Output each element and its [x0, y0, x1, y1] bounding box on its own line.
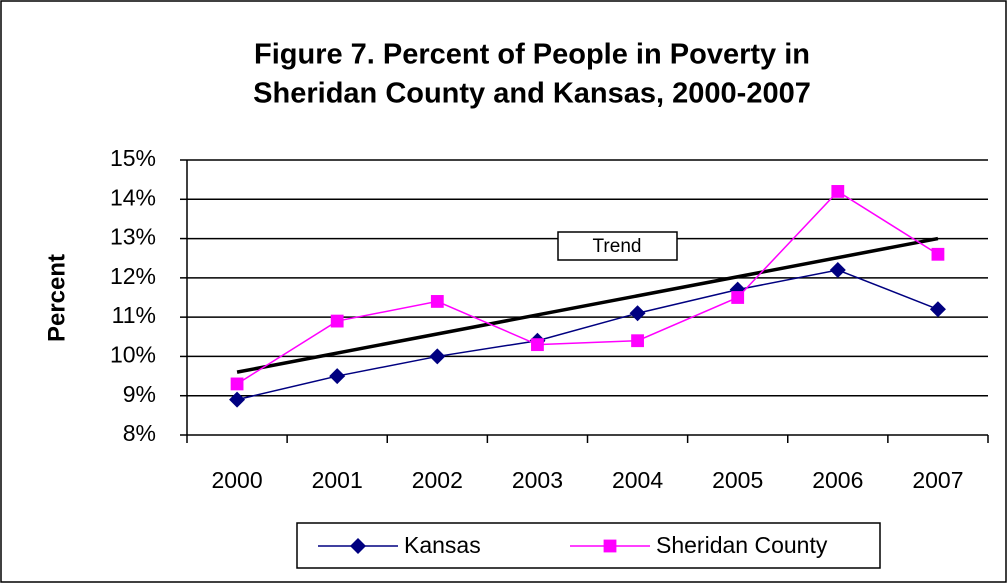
y-tick-label: 12%	[110, 263, 156, 289]
series-line	[236, 269, 939, 401]
x-tick-label: 2001	[312, 467, 363, 493]
y-tick-label: 11%	[112, 302, 156, 328]
point	[429, 348, 446, 365]
x-tick-label: 2002	[412, 467, 463, 493]
y-tick-label: 14%	[110, 184, 156, 210]
y-tick-label: 9%	[123, 381, 156, 407]
point	[531, 338, 544, 352]
y-tick-label: 10%	[110, 342, 156, 368]
x-tick-label: 2004	[612, 467, 663, 493]
series-line	[236, 190, 939, 385]
point	[731, 291, 745, 304]
y-tick-label: 8%	[123, 420, 156, 446]
legend-label: Sheridan County	[656, 532, 828, 558]
y-axis-label: Percent	[43, 254, 70, 342]
point	[230, 377, 244, 391]
point	[931, 247, 945, 261]
point	[929, 301, 946, 318]
x-tick-label: 2007	[912, 467, 963, 493]
y-tick-label: 15%	[110, 145, 156, 171]
chart-title: Sheridan County and Kansas, 2000-2007	[253, 78, 811, 110]
x-tick-label: 2005	[712, 467, 763, 493]
point	[831, 185, 845, 198]
point	[329, 368, 346, 385]
trend-line	[236, 236, 939, 374]
point	[829, 262, 846, 278]
x-tick-label: 2003	[512, 467, 563, 493]
x-tick-label: 2006	[812, 467, 863, 493]
legend-marker	[350, 538, 366, 554]
point	[330, 314, 344, 328]
chart-title: Figure 7. Percent of People in Poverty i…	[254, 39, 810, 71]
y-tick-label: 13%	[110, 224, 156, 250]
point	[430, 295, 444, 308]
legend-label: Kansas	[404, 532, 481, 558]
x-tick-label: 2000	[211, 467, 262, 493]
trend-label: Trend	[593, 236, 642, 257]
legend-marker	[603, 539, 617, 553]
point	[631, 334, 644, 348]
trend-label-box	[557, 231, 678, 261]
point	[229, 391, 246, 408]
point	[629, 305, 646, 322]
